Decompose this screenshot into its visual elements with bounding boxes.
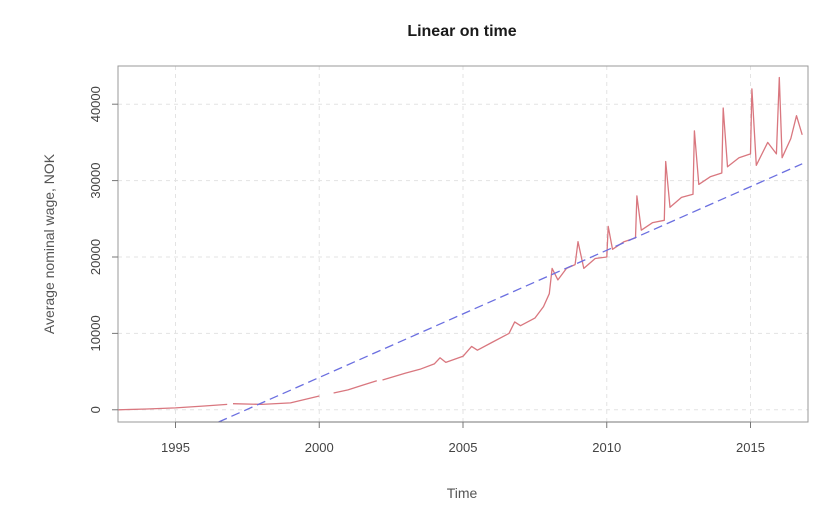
series-1-line — [382, 76, 803, 381]
series-layer — [117, 76, 803, 423]
y-tick-label: 30000 — [88, 163, 103, 199]
series-1-line — [232, 395, 320, 406]
x-tick-label: 1995 — [161, 440, 190, 455]
y-tick-label: 10000 — [88, 315, 103, 351]
y-axis: 0 10000 20000 30000 40000 — [88, 86, 118, 413]
grid — [118, 66, 808, 422]
y-axis-label: Average nominal wage, NOK — [41, 153, 57, 334]
x-tick-label: 2005 — [449, 440, 478, 455]
x-axis: 1995 2000 2005 2010 2015 — [161, 421, 765, 455]
y-tick-label: 40000 — [88, 86, 103, 122]
series-2-line — [218, 163, 803, 423]
x-tick-label: 2015 — [736, 440, 765, 455]
x-tick-label: 2000 — [305, 440, 334, 455]
chart-title: Linear on time — [407, 23, 516, 40]
y-tick-label: 0 — [88, 406, 103, 413]
y-tick-label: 20000 — [88, 239, 103, 275]
series-1-line — [117, 403, 228, 411]
x-axis-label: Time — [447, 485, 478, 501]
series-1-line — [333, 380, 377, 394]
x-tick-label: 2010 — [592, 440, 621, 455]
